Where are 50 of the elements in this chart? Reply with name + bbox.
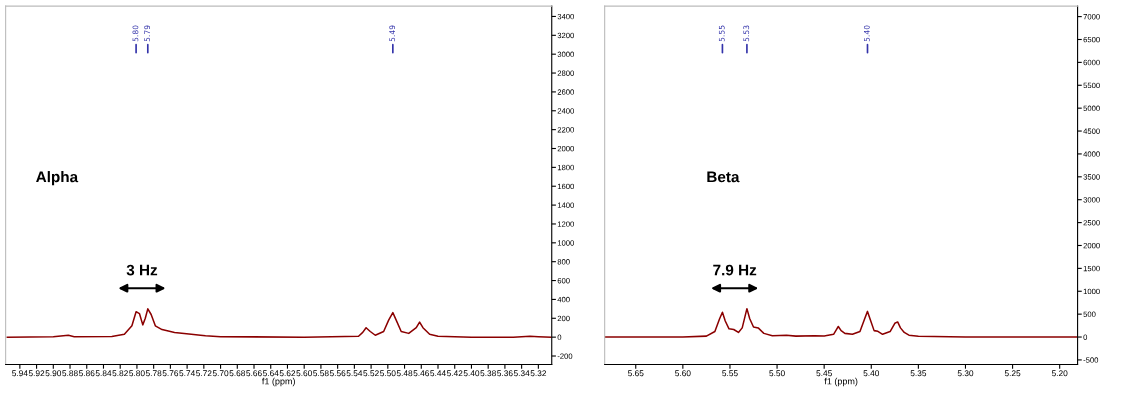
x-axis-title: f1 (ppm) (824, 377, 858, 387)
annotation: Alpha (36, 171, 79, 186)
x-tick-label: 5.58 (313, 370, 329, 377)
x-tick-label: 5.84 (95, 370, 112, 377)
x-tick-label: 5.74 (179, 370, 195, 377)
annotation: 7.9 Hz (713, 264, 757, 276)
x-tick-label: 5.72 (196, 370, 212, 377)
x-tick-label: 5.55 (722, 370, 738, 377)
x-tick-label: 5.30 (957, 370, 974, 377)
x-tick-label: 5.94 (12, 370, 28, 377)
x-tick-label: 5.50 (769, 370, 785, 377)
x-tick-label: 5.68 (229, 370, 246, 377)
x-tick-label: 5.62 (279, 370, 296, 377)
x-tick-label: 5.60 (296, 370, 312, 377)
x-tick-label: 5.20 (1051, 370, 1068, 377)
x-tick-label: 5.90 (45, 370, 62, 377)
x-tick-label: 5.88 (62, 370, 78, 377)
x-tick-label: 5.48 (396, 370, 413, 377)
annotation: 3 Hz (126, 264, 158, 276)
x-tick-label: 5.52 (363, 370, 379, 377)
x-tick-label: 5.44 (430, 370, 446, 377)
x-tick-label: 5.65 (627, 370, 644, 377)
x-tick-label: 5.25 (1004, 370, 1021, 377)
x-axis-title: f1 (ppm) (262, 377, 295, 387)
x-tick-label: 5.56 (329, 370, 346, 377)
x-tick-label: 5.50 (380, 370, 396, 377)
x-tick-label: 5.40 (463, 370, 480, 377)
x-tick-label: 5.64 (262, 370, 279, 377)
x-tick-label: 5.78 (145, 370, 162, 377)
x-tick-label: 5.32 (530, 370, 547, 377)
x-tick-label: 5.82 (112, 370, 128, 377)
x-tick-label: 5.92 (28, 370, 45, 377)
x-tick-label: 5.42 (446, 370, 463, 377)
x-tick-label: 5.35 (910, 370, 927, 377)
x-tick-label: 5.46 (413, 370, 430, 377)
annotation: Beta (707, 171, 740, 183)
x-tick-label: 5.66 (246, 370, 262, 377)
x-tick-label: 5.38 (480, 370, 496, 377)
x-tick-label: 5.60 (675, 370, 691, 377)
x-tick-label: 5.40 (863, 370, 880, 377)
x-tick-label: 5.34 (513, 370, 530, 377)
line-series (6, 308, 552, 338)
x-tick-label: 5.86 (78, 370, 95, 377)
x-tick-label: 5.36 (497, 370, 513, 377)
x-tick-label: 5.76 (162, 370, 179, 377)
line-series (604, 307, 1078, 338)
x-tick-label: 5.45 (816, 370, 832, 377)
x-tick-label: 5.70 (212, 370, 229, 377)
x-tick-label: 5.54 (346, 370, 363, 377)
x-tick-label: 5.80 (129, 370, 145, 377)
